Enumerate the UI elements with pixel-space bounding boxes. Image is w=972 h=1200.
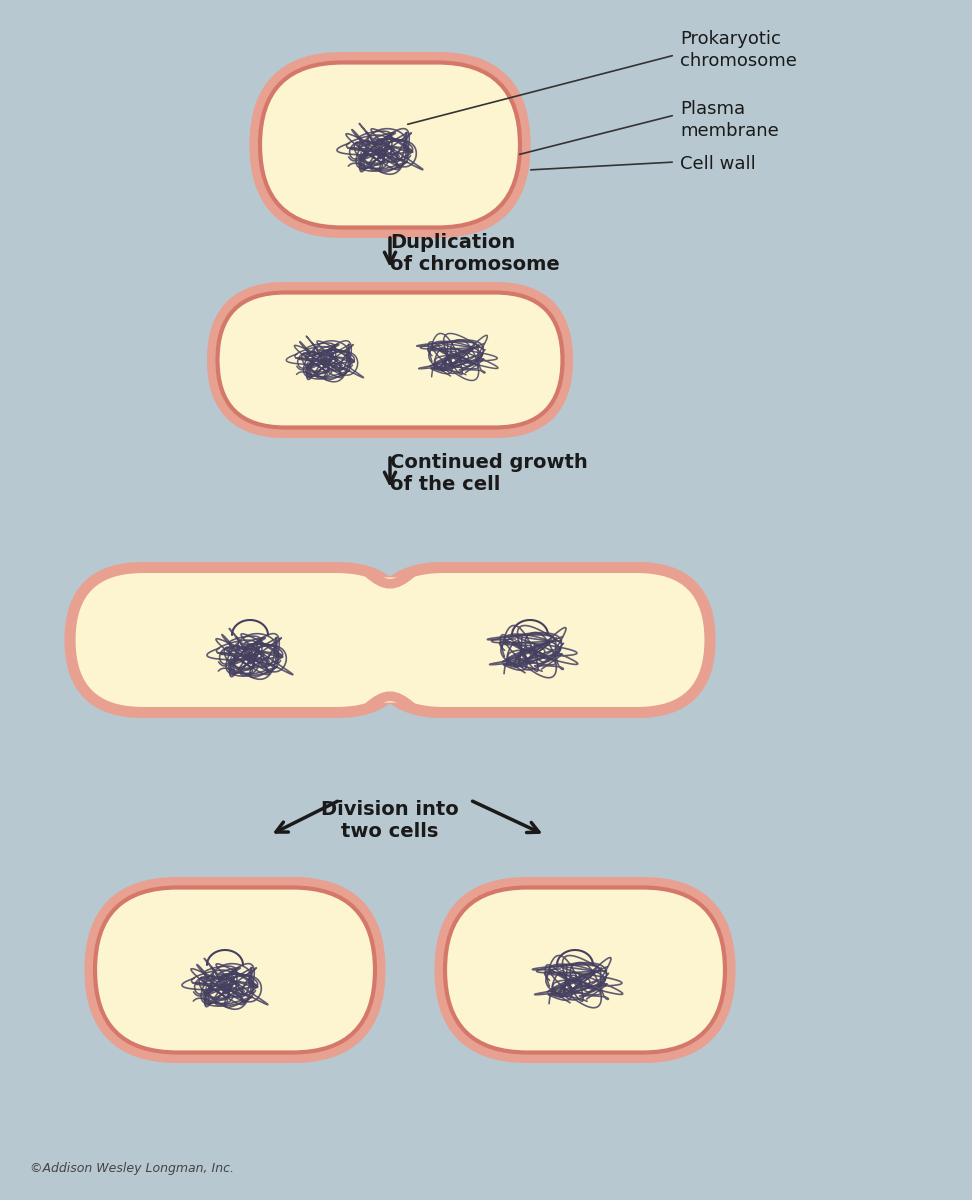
FancyBboxPatch shape [360,577,420,702]
FancyBboxPatch shape [370,568,710,713]
FancyBboxPatch shape [90,882,380,1057]
Text: Division into
two cells: Division into two cells [321,800,459,841]
FancyBboxPatch shape [255,58,525,233]
Text: Cell wall: Cell wall [680,155,756,173]
Text: Prokaryotic
chromosome: Prokaryotic chromosome [680,30,797,70]
Text: Plasma
membrane: Plasma membrane [680,100,779,140]
FancyBboxPatch shape [213,288,568,432]
FancyBboxPatch shape [440,882,730,1057]
Text: Duplication
of chromosome: Duplication of chromosome [390,233,560,274]
Text: ©Addison Wesley Longman, Inc.: ©Addison Wesley Longman, Inc. [30,1162,234,1175]
Text: Continued growth
of the cell: Continued growth of the cell [390,452,588,493]
FancyBboxPatch shape [70,568,410,713]
